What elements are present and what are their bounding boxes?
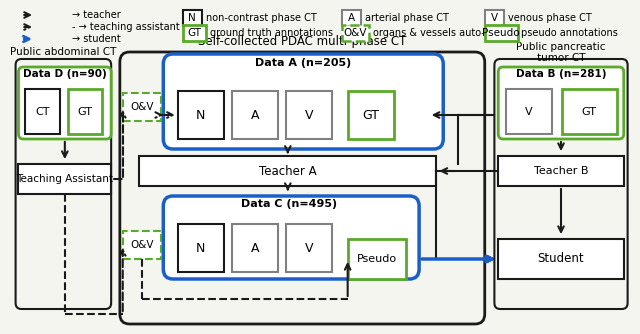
Text: N: N	[196, 109, 205, 122]
Bar	[182, 10, 202, 26]
Text: Teacher B: Teacher B	[534, 166, 588, 176]
Text: GT: GT	[187, 28, 201, 38]
Text: V: V	[525, 107, 533, 117]
Bar	[139, 156, 436, 186]
Bar	[25, 89, 60, 134]
Text: organs & vessels auto-segs: organs & vessels auto-segs	[372, 28, 507, 38]
Text: non-contrast phase CT: non-contrast phase CT	[206, 13, 317, 23]
Bar	[562, 89, 617, 134]
Text: V: V	[491, 13, 498, 23]
Text: → teacher: → teacher	[72, 10, 120, 20]
Text: Data B (n=281): Data B (n=281)	[516, 69, 606, 79]
Text: V: V	[305, 109, 314, 122]
Text: Pseudo: Pseudo	[356, 254, 397, 264]
Bar	[182, 25, 206, 41]
Text: Self-collected PDAC multi-phase CT: Self-collected PDAC multi-phase CT	[198, 34, 406, 47]
Text: arterial phase CT: arterial phase CT	[365, 13, 449, 23]
Text: O&V: O&V	[131, 240, 154, 250]
Text: Student: Student	[538, 253, 584, 266]
Text: N: N	[188, 13, 196, 23]
Text: Data A (n=205): Data A (n=205)	[255, 58, 351, 68]
Bar	[499, 156, 624, 186]
Bar	[484, 10, 504, 26]
Text: GT: GT	[362, 109, 380, 122]
Text: GT: GT	[77, 107, 93, 117]
Text: ground truth annotations: ground truth annotations	[210, 28, 333, 38]
Bar	[484, 25, 518, 41]
FancyBboxPatch shape	[163, 54, 444, 149]
Text: O&V: O&V	[344, 28, 367, 38]
FancyBboxPatch shape	[494, 59, 628, 309]
FancyBboxPatch shape	[499, 67, 624, 139]
Text: Public pancreatic: Public pancreatic	[516, 42, 605, 52]
Bar	[232, 224, 278, 272]
Bar	[19, 164, 111, 194]
Text: → student: → student	[72, 34, 120, 44]
FancyBboxPatch shape	[120, 52, 484, 324]
Bar	[123, 231, 161, 259]
Bar	[348, 91, 394, 139]
Bar	[178, 224, 224, 272]
Bar	[286, 224, 332, 272]
Text: A: A	[348, 13, 355, 23]
FancyBboxPatch shape	[15, 59, 111, 309]
Bar	[342, 10, 361, 26]
Bar	[286, 91, 332, 139]
Text: Pseudo: Pseudo	[483, 28, 520, 38]
Text: Public abdominal CT: Public abdominal CT	[10, 47, 116, 57]
Text: CT: CT	[35, 107, 50, 117]
Bar	[232, 91, 278, 139]
Bar	[342, 25, 369, 41]
Text: - → teaching assistant: - → teaching assistant	[72, 22, 179, 32]
Bar	[68, 89, 102, 134]
Text: Teacher A: Teacher A	[259, 165, 317, 177]
Bar	[123, 93, 161, 121]
Bar	[499, 239, 624, 279]
Text: tumor CT: tumor CT	[537, 53, 585, 63]
Bar	[348, 239, 406, 279]
Text: pseudo annotations: pseudo annotations	[522, 28, 618, 38]
Bar	[506, 89, 552, 134]
FancyBboxPatch shape	[163, 196, 419, 279]
Text: GT: GT	[582, 107, 596, 117]
FancyBboxPatch shape	[19, 67, 111, 139]
Text: A: A	[251, 109, 259, 122]
Text: Data C (n=495): Data C (n=495)	[241, 199, 337, 209]
Text: N: N	[196, 241, 205, 255]
Text: Teaching Assistant: Teaching Assistant	[17, 174, 113, 184]
Text: V: V	[305, 241, 314, 255]
Text: O&V: O&V	[131, 102, 154, 112]
Text: A: A	[251, 241, 259, 255]
Text: venous phase CT: venous phase CT	[508, 13, 591, 23]
Text: Data D (n=90): Data D (n=90)	[23, 69, 107, 79]
Bar	[178, 91, 224, 139]
